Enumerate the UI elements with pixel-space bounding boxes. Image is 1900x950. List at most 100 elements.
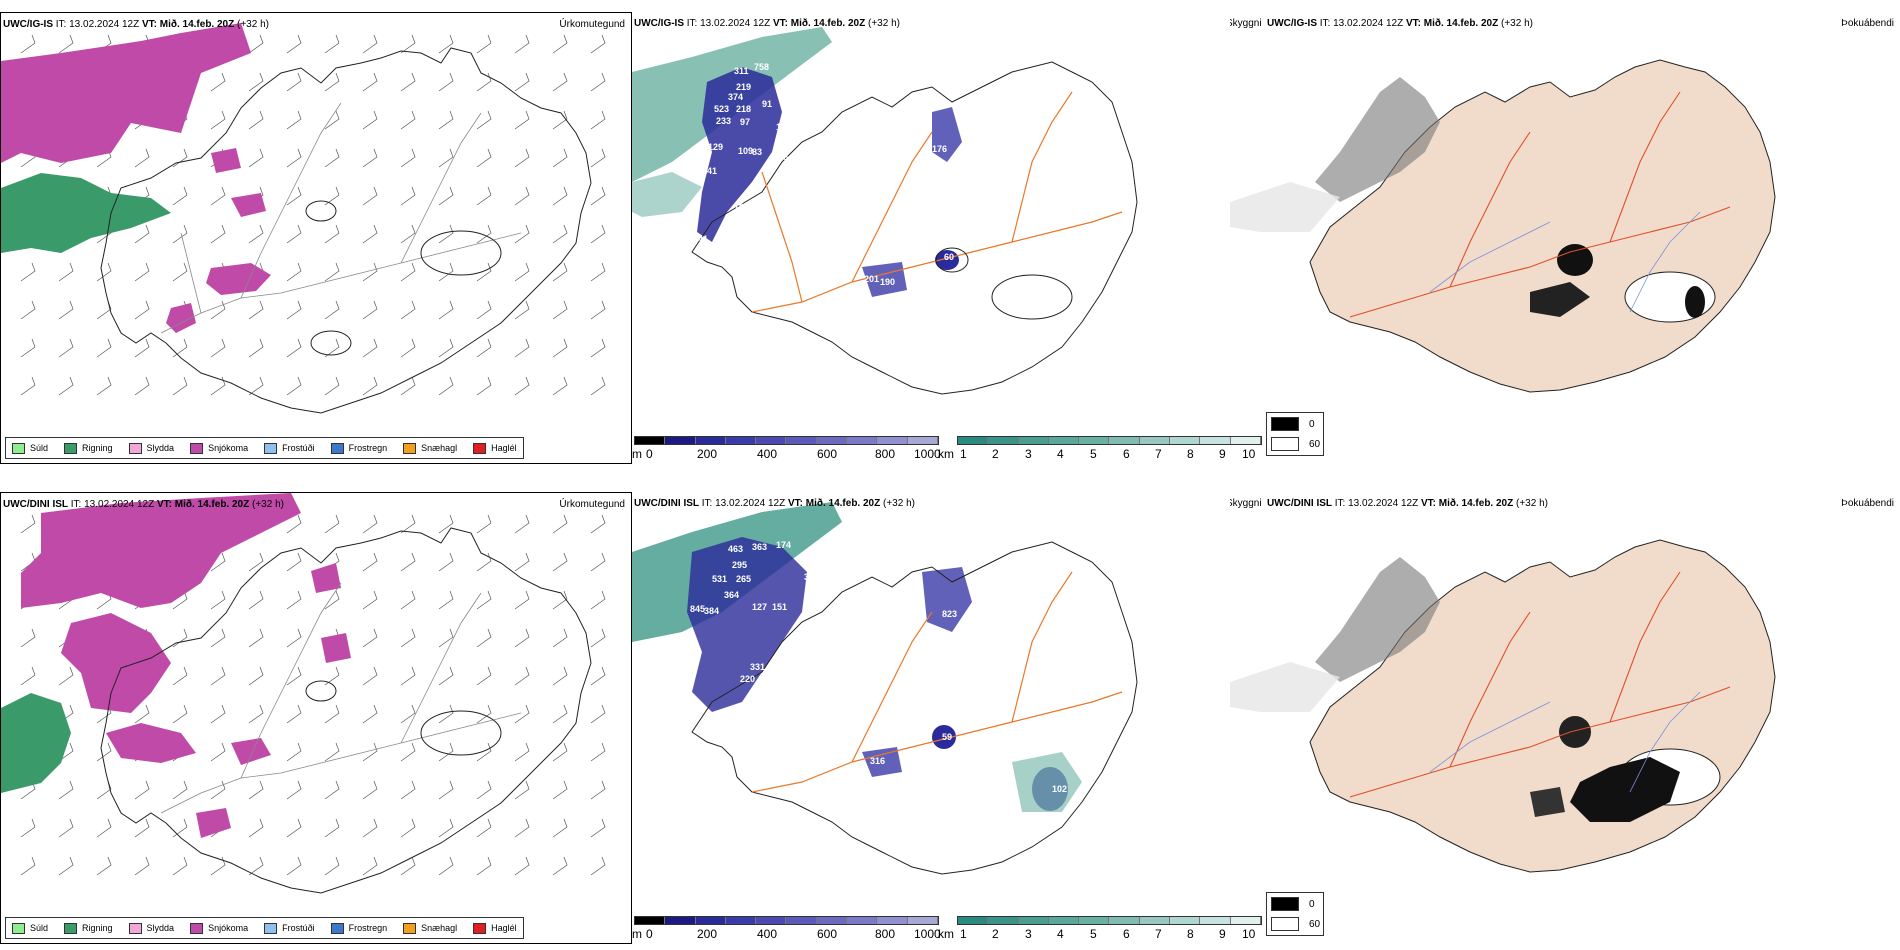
cloudbase-value-label: 176 (932, 144, 947, 154)
cloudbase-value-label: 265 (736, 574, 751, 584)
snow-area (311, 563, 341, 593)
legend-swatch (403, 922, 417, 934)
wind-barb (476, 34, 492, 54)
wind-barb (514, 34, 530, 54)
wind-barb (476, 514, 492, 534)
wind-barb (362, 514, 378, 534)
snow-area (211, 148, 241, 173)
wind-barbs (20, 34, 606, 396)
wind-barb (400, 376, 416, 396)
cloudbase-value-label: 91 (762, 99, 772, 109)
visibility-unit: km (938, 927, 954, 941)
low-cloud-area (935, 250, 959, 270)
init-time: IT: 13.02.2024 12Z (701, 498, 786, 509)
wind-barb (58, 262, 74, 282)
wind-barb (552, 262, 568, 282)
visibility-ticks: 1 2 3 4 5 6 7 8 9 10 (957, 447, 1262, 461)
legend-swatch (473, 442, 487, 454)
cloudbase-value-label: 141 (702, 166, 717, 176)
tick-label: 10 (1242, 447, 1256, 461)
tick-label: 800 (875, 927, 896, 941)
cloudbase-value-label: 97 (740, 117, 750, 127)
cloudbase-value-label: 363 (752, 542, 767, 552)
panel-variable-label: Úrkomutegund (559, 19, 625, 30)
cloudbase-value-label: 233 (716, 116, 731, 126)
wind-barb (172, 148, 188, 168)
wind-barb (514, 110, 530, 130)
cloudbase-value-label: 136 (932, 646, 947, 656)
wind-barb (248, 818, 264, 838)
legend-item: Haglél (473, 442, 517, 454)
rain-area (1, 173, 171, 253)
wind-barb (286, 590, 302, 610)
wind-barb (20, 262, 36, 282)
cloudbase-colorbar: m 0 200 400 600 800 1000 (632, 916, 941, 944)
wind-barb (58, 780, 74, 800)
wind-barb (438, 818, 454, 838)
wind-barb (134, 818, 150, 838)
wind-barb (20, 34, 36, 54)
wind-barb (590, 224, 606, 244)
wind-barb (590, 148, 606, 168)
legend-label: Snjókoma (208, 923, 249, 933)
wind-barb (248, 856, 264, 876)
glacier-outline (420, 710, 502, 756)
wind-barb (514, 148, 530, 168)
snow-area (231, 193, 266, 217)
legend-swatch (1271, 417, 1299, 431)
wind-barb (248, 338, 264, 358)
wind-barb (400, 34, 416, 54)
roads (751, 571, 1123, 793)
wind-barb (286, 186, 302, 206)
legend-label: 0 (1309, 898, 1315, 910)
cloudbase-value-label: 523 (714, 104, 729, 114)
wind-barb (286, 224, 302, 244)
tick-label: 10 (1242, 927, 1256, 941)
wind-barb (476, 552, 492, 572)
wind-barb (400, 110, 416, 130)
cloudbase-colorbar: m 0 200 400 600 800 1000 (632, 436, 941, 464)
wind-barb (324, 780, 340, 800)
fog-map-1 (1230, 59, 1776, 393)
panel-title: UWC/DINI ISL IT: 13.02.2024 12Z VT: Mið.… (3, 499, 284, 510)
wind-barb (476, 590, 492, 610)
wind-barb (248, 376, 264, 396)
wind-barb (590, 742, 606, 762)
fog-area (1685, 286, 1705, 318)
wind-barb (438, 110, 454, 130)
wind-barb (324, 186, 340, 206)
valid-time-label: VT: (787, 498, 803, 509)
cloudbase-value-label: 220 (740, 674, 755, 684)
wind-barb (362, 376, 378, 396)
wind-barb (552, 300, 568, 320)
wind-barb (248, 628, 264, 648)
glacier-outline (305, 680, 337, 702)
fog-map-2 (1230, 539, 1776, 873)
wind-barb (476, 818, 492, 838)
cloudbase-value-label: 174 (776, 540, 791, 550)
legend-swatch (1271, 437, 1299, 451)
cloudbase-value-label: 102 (734, 202, 749, 212)
low-cloud-area (697, 67, 782, 242)
cloudbase-value-label: 316 (870, 756, 885, 766)
wind-barb (476, 110, 492, 130)
lead-time: (+32 h) (237, 19, 269, 30)
wind-barb (248, 300, 264, 320)
wind-barb (172, 590, 188, 610)
wind-barb (324, 376, 340, 396)
cloudbase-value-label: 151 (772, 602, 787, 612)
wind-barb (400, 818, 416, 838)
wind-barb (552, 72, 568, 92)
wind-barb (248, 780, 264, 800)
low-cloud-area (862, 747, 902, 777)
wind-barb (96, 856, 112, 876)
legend-item: Snæhagl (403, 922, 457, 934)
wind-barb (590, 628, 606, 648)
cloudbase-value-label: 151 (768, 730, 783, 740)
iceland-coast (691, 61, 1138, 395)
cloudbase-value-label: 41 (772, 309, 782, 319)
wind-barb (210, 856, 226, 876)
wind-barb (324, 704, 340, 724)
wind-barb (590, 376, 606, 396)
wind-barb (324, 148, 340, 168)
